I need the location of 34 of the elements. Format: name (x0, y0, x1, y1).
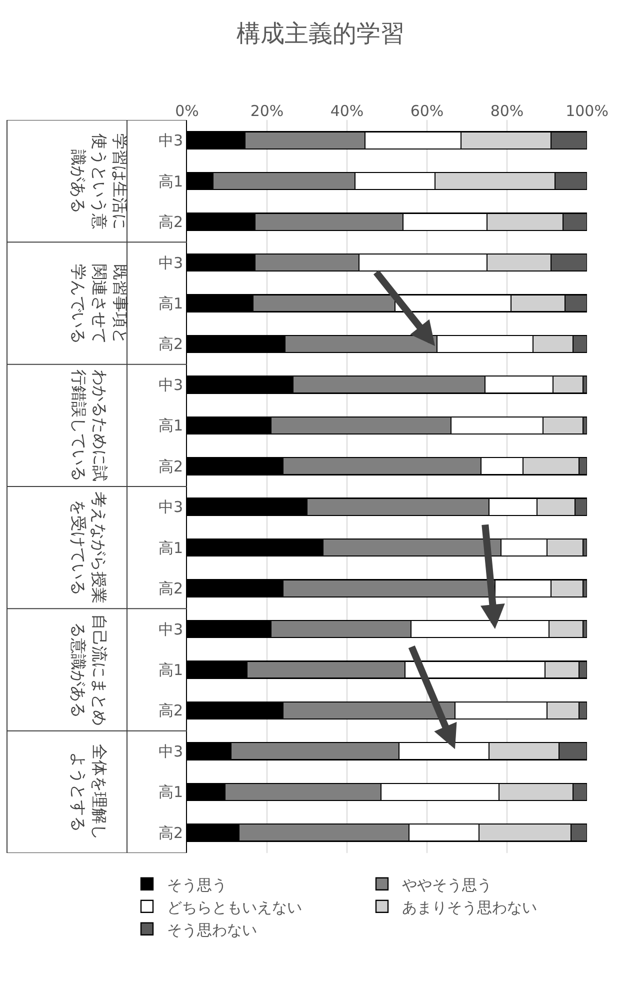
x-tick-label: 20% (250, 102, 284, 120)
y-tick-label: 高2 (158, 702, 183, 720)
text: 自己流にまとめる意識がある (68, 614, 109, 726)
y-tick-label: 中3 (158, 132, 183, 150)
text: 全体を理解しようとする (69, 744, 109, 840)
legend-label: ややそう思う (402, 876, 492, 894)
y-tick-label: 高2 (158, 580, 183, 598)
y-tick-label: 中3 (158, 620, 183, 638)
y-tick-label: 高2 (158, 213, 183, 232)
x-tick-label: 100% (566, 102, 608, 120)
y-tick-label: 高1 (158, 416, 183, 435)
text: 考えながら授業を受けている (68, 492, 109, 604)
chart-title: 構成主義的学習 (236, 19, 404, 48)
legend-label: そう思う (167, 876, 227, 894)
y-tick-label: 高1 (158, 661, 183, 679)
x-tick-label: 80% (490, 102, 524, 120)
y-tick-label: 高1 (158, 172, 183, 190)
legend-label: あまりそう思わない (402, 898, 537, 916)
y-tick-label: 高1 (158, 783, 183, 802)
y-tick-label: 高2 (158, 457, 183, 476)
y-tick-label: 高2 (158, 335, 183, 354)
y-tick-label: 中3 (158, 254, 183, 272)
x-tick-label: 60% (410, 102, 444, 120)
x-tick-label: 40% (330, 102, 364, 120)
y-tick-label: 高1 (158, 538, 183, 557)
y-tick-label: 高1 (158, 294, 183, 312)
text: わかるために試行錯誤している (70, 369, 110, 482)
y-tick-label: 高2 (158, 824, 183, 842)
y-tick-label: 中3 (158, 742, 183, 760)
x-tick-label: 0% (175, 102, 199, 120)
y-tick-label: 中3 (158, 376, 183, 394)
y-tick-label: 中3 (158, 498, 183, 516)
legend-label: そう思わない (167, 920, 257, 939)
legend-label: どちらともいえない (167, 898, 302, 916)
